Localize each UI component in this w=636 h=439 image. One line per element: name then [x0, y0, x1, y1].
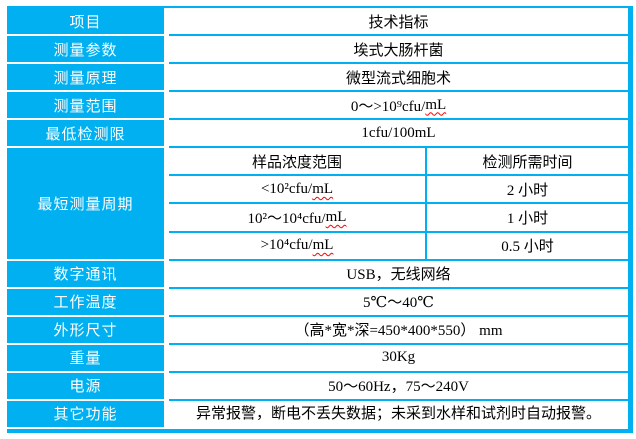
subtable-time-cell: 0.5 小时 — [425, 232, 628, 261]
range-text: <10²cfu/ — [260, 180, 313, 197]
row-value-measure-range: 0～>10⁹cfu/mL — [169, 92, 628, 121]
misspelled-unit-text: mL — [425, 96, 447, 113]
misspelled-unit-text: mL — [325, 208, 347, 225]
row-label-power-supply: 电源 — [7, 372, 164, 401]
subtable-time-cell: 1 小时 — [425, 204, 628, 233]
misspelled-unit-text: mL — [312, 237, 334, 254]
subtable-time-cell: 2 小时 — [425, 176, 628, 205]
row-label-measure-range: 测量范围 — [7, 92, 164, 121]
row-value-detection-limit: 1cfu/100mL — [169, 120, 628, 149]
row-value-weight: 30Kg — [169, 344, 628, 373]
row-value-digital-communication: USB，无线网络 — [169, 260, 628, 289]
row-label-measure-principle: 测量原理 — [7, 64, 164, 93]
subtable-header-detection-time: 检测所需时间 — [425, 148, 628, 177]
row-value-measure-parameter: 埃式大肠杆菌 — [169, 36, 628, 65]
row-label-min-measure-cycle: 最短测量周期 — [7, 148, 164, 261]
range-text: 10²～10⁴cfu/ — [247, 210, 326, 227]
row-label-digital-communication: 数字通讯 — [7, 260, 164, 289]
row-label-detection-limit: 最低检测限 — [7, 120, 164, 149]
tech-spec-header-cell: 技术指标 — [169, 8, 628, 37]
row-value-power-supply: 50～60Hz，75～240V — [169, 372, 628, 401]
row-label-other-functions: 其它功能 — [7, 400, 164, 429]
row-value-measure-principle: 微型流式细胞术 — [169, 64, 628, 93]
row-value-dimensions: （高*宽*深=450*400*550） mm — [169, 316, 628, 345]
range-value-text: 0～>10⁹cfu/ — [350, 98, 426, 115]
row-label-working-temperature: 工作温度 — [7, 288, 164, 317]
subtable-range-cell: <10²cfu/mL — [169, 176, 425, 205]
row-label-weight: 重量 — [7, 344, 164, 373]
row-value-other-functions: 异常报警，断电不丢失数据；未采到水样和试剂时自动报警。 — [169, 400, 628, 429]
spec-table: 项目 技术指标 测量参数 埃式大肠杆菌 测量原理 微型流式细胞术 测量范围 0～… — [7, 6, 633, 433]
row-value-working-temperature: 5℃～40℃ — [169, 288, 628, 317]
range-text: >10⁴cfu/ — [260, 237, 313, 254]
subtable-range-cell: 10²～10⁴cfu/mL — [169, 204, 425, 233]
misspelled-unit-text: mL — [312, 180, 334, 197]
row-label-dimensions: 外形尺寸 — [7, 316, 164, 345]
row-label-measure-parameter: 测量参数 — [7, 36, 164, 65]
item-header-cell: 项目 — [7, 8, 164, 37]
subtable-header-concentration-range: 样品浓度范围 — [169, 148, 425, 177]
subtable-range-cell: >10⁴cfu/mL — [169, 232, 425, 261]
